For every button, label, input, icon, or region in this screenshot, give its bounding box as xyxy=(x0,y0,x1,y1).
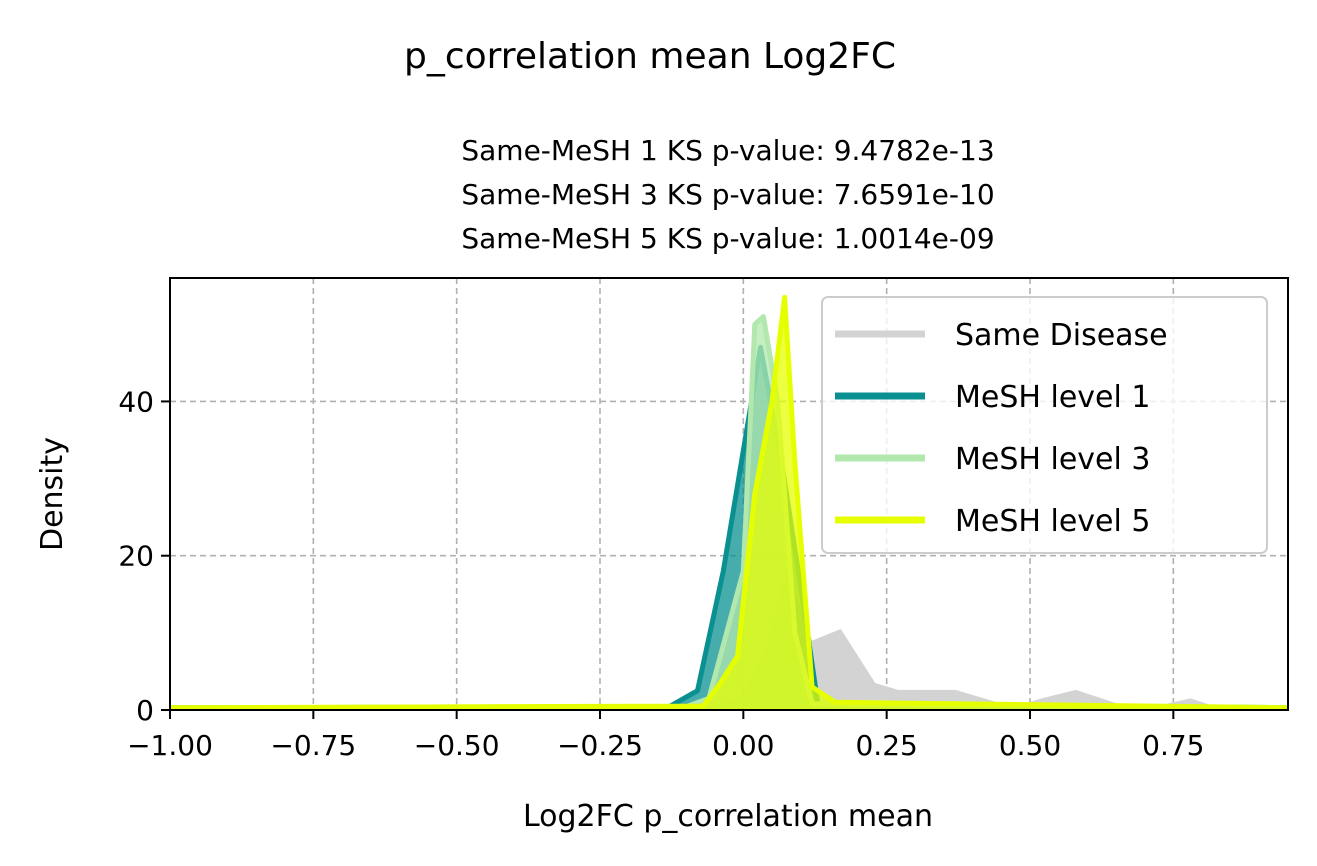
y-axis-label: Density xyxy=(35,437,70,551)
chart-suptitle: p_correlation mean Log2FC xyxy=(404,36,896,77)
x-tick-label: 0.00 xyxy=(712,729,774,762)
legend: Same Disease MeSH level 1 MeSH level 3 MeSH… xyxy=(821,296,1268,554)
y-tick-label: 20 xyxy=(118,540,154,573)
chart-title-line-3: Same-MeSH 5 KS p-value: 1.0014e-09 xyxy=(461,222,994,255)
legend-box xyxy=(821,296,1268,554)
y-tick-label: 40 xyxy=(118,385,154,418)
x-tick-label: −1.00 xyxy=(127,729,213,762)
y-tick-label: 0 xyxy=(136,694,154,727)
x-tick-label: −0.25 xyxy=(557,729,643,762)
legend-label: MeSH level 1 xyxy=(955,380,1150,415)
legend-label: Same Disease xyxy=(955,318,1168,353)
series-4-line xyxy=(169,294,1289,711)
x-tick-label: 0.25 xyxy=(855,729,917,762)
axis-ticks: −1.00 −0.75 −0.50 −0.25 0.00 0.25 0.50 0.75 0 20 4… xyxy=(118,385,1204,762)
x-tick-label: 0.50 xyxy=(999,729,1061,762)
series-layer xyxy=(169,294,1289,711)
x-tick-label: −0.75 xyxy=(270,729,356,762)
x-axis-label: Log2FC p_correlation mean xyxy=(523,799,933,834)
x-tick-label: −0.50 xyxy=(414,729,500,762)
plot-frame xyxy=(169,277,1289,711)
x-tick-label: 0.75 xyxy=(1142,729,1204,762)
legend-label: MeSH level 3 xyxy=(955,442,1150,477)
chart-title-line-2: Same-MeSH 3 KS p-value: 7.6591e-10 xyxy=(461,178,994,211)
legend-label: MeSH level 5 xyxy=(955,504,1150,539)
chart-title-line-1: Same-MeSH 1 KS p-value: 9.4782e-13 xyxy=(461,134,994,167)
